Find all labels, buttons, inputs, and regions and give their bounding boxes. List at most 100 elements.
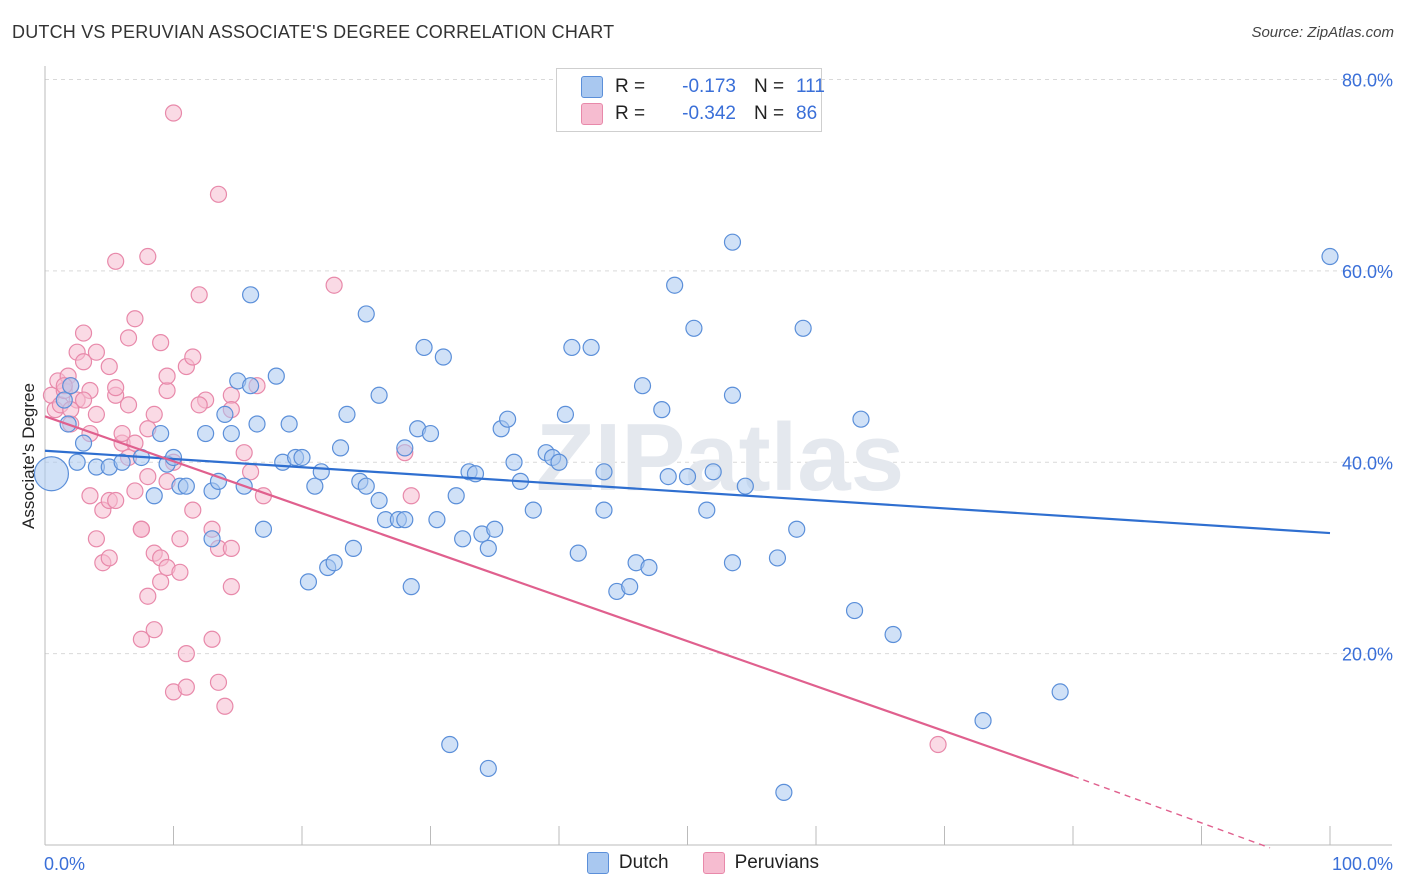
dutch-point-57 bbox=[447, 487, 465, 505]
dutch-point-83 bbox=[640, 558, 658, 577]
dutch-r-label: R = bbox=[615, 76, 646, 97]
peruvians-point-57 bbox=[184, 501, 202, 519]
dutch-point-19 bbox=[203, 530, 221, 548]
peruvians-point-15 bbox=[87, 405, 106, 424]
dutch-point-56 bbox=[441, 735, 459, 754]
peruvians-point-26 bbox=[107, 252, 125, 270]
legend-peruvians-swatch bbox=[702, 852, 725, 874]
peruvians-point-65 bbox=[209, 673, 228, 691]
dutch-point-34 bbox=[306, 477, 324, 495]
peruvians-r-value: -0.342 bbox=[682, 103, 736, 124]
y-tick-label-0: 20.0% bbox=[1342, 645, 1393, 665]
dutch-point-87 bbox=[678, 468, 697, 486]
dutch-point-44 bbox=[370, 491, 388, 510]
dutch-point-16 bbox=[197, 424, 215, 443]
peruvians-point-50 bbox=[164, 104, 183, 122]
peruvians-point-39 bbox=[139, 468, 157, 486]
peruvians-point-81 bbox=[113, 424, 131, 443]
dutch-point-58 bbox=[454, 530, 472, 548]
dutch-point-1 bbox=[55, 391, 73, 409]
dutch-point-88 bbox=[685, 319, 703, 337]
peruvians-point-66 bbox=[216, 697, 234, 715]
dutch-point-50 bbox=[402, 578, 420, 596]
peruvians-point-40 bbox=[145, 405, 163, 424]
dutch-point-78 bbox=[595, 463, 613, 481]
peruvians-trend-extension bbox=[1072, 775, 1271, 849]
dutch-point-24 bbox=[242, 377, 260, 395]
dutch-point-2 bbox=[62, 377, 80, 395]
dutch-point-38 bbox=[331, 439, 350, 457]
peruvians-point-11 bbox=[74, 324, 93, 342]
dutch-trend-line bbox=[44, 449, 1331, 535]
legend-item-dutch[interactable]: Dutch bbox=[586, 852, 669, 874]
peruvians-point-10 bbox=[74, 353, 93, 371]
dutch-point-33 bbox=[299, 573, 318, 591]
dutch-point-32 bbox=[293, 448, 311, 467]
peruvians-point-84 bbox=[190, 396, 208, 414]
dutch-point-10 bbox=[145, 487, 163, 505]
peruvians-point-35 bbox=[132, 630, 150, 648]
dutch-point-100 bbox=[845, 601, 864, 620]
dutch-point-48 bbox=[396, 511, 414, 529]
dutch-point-21 bbox=[222, 424, 240, 443]
peruvians-point-36 bbox=[139, 247, 157, 266]
dutch-point-15 bbox=[177, 477, 195, 495]
dutch-point-39 bbox=[338, 405, 356, 424]
y-axis-label: Associate's Degree bbox=[19, 383, 38, 529]
peruvians-point-63 bbox=[209, 185, 228, 203]
dutch-point-62 bbox=[479, 759, 497, 778]
dutch-point-64 bbox=[486, 520, 504, 538]
grid-lines bbox=[45, 79, 1392, 655]
dutch-point-86 bbox=[666, 276, 684, 294]
dutch-point-11 bbox=[152, 424, 170, 443]
peruvians-point-37 bbox=[139, 587, 157, 605]
dutch-point-5 bbox=[74, 434, 93, 452]
chart-title: DUTCH VS PERUVIAN ASSOCIATE'S DEGREE COR… bbox=[12, 22, 615, 42]
axes bbox=[44, 66, 1392, 846]
peruvians-point-77 bbox=[402, 487, 420, 505]
stats-box: R = -0.173 N = 111 R = -0.342 N = 86 bbox=[556, 68, 825, 132]
tick-labels: 20.0% 40.0% 60.0% 80.0% 0.0% 100.0% bbox=[44, 71, 1393, 875]
dutch-point-43 bbox=[357, 305, 375, 323]
peruvians-point-31 bbox=[126, 310, 144, 328]
legend-item-peruvians[interactable]: Peruvians bbox=[702, 852, 819, 874]
dutch-point-26 bbox=[242, 286, 260, 304]
dutch-point-89 bbox=[698, 501, 716, 519]
dutch-point-63 bbox=[479, 539, 497, 557]
dutch-point-93 bbox=[723, 554, 742, 572]
peruvians-point-29 bbox=[119, 396, 138, 414]
peruvians-point-14 bbox=[87, 343, 106, 361]
dutch-point-30 bbox=[280, 415, 298, 433]
peruvians-point-72 bbox=[242, 463, 260, 481]
dutch-point-75 bbox=[569, 544, 587, 562]
dutch-point-92 bbox=[723, 386, 742, 404]
dutch-point-85 bbox=[659, 468, 677, 486]
dutch-n-label: N = bbox=[754, 76, 785, 97]
dutch-point-74 bbox=[563, 338, 581, 357]
dutch-point-37 bbox=[325, 554, 343, 572]
dutch-point-49 bbox=[396, 439, 414, 457]
dutch-point-90 bbox=[704, 463, 722, 481]
dutch-swatch bbox=[581, 76, 603, 98]
dutch-r-value: -0.173 bbox=[682, 76, 736, 97]
dutch-point-46 bbox=[370, 386, 388, 404]
peruvians-point-44 bbox=[152, 573, 170, 591]
peruvians-point-45 bbox=[158, 381, 176, 400]
y-tick-label-1: 40.0% bbox=[1342, 453, 1393, 473]
peruvians-point-71 bbox=[235, 444, 253, 462]
legend: Dutch Peruvians bbox=[0, 852, 1406, 874]
peruvians-point-68 bbox=[222, 539, 240, 557]
peruvians-point-42 bbox=[152, 334, 170, 352]
dutch-point-52 bbox=[415, 338, 433, 357]
y-tick-label-3: 80.0% bbox=[1342, 71, 1393, 91]
dutch-point-66 bbox=[499, 410, 517, 428]
peruvians-stat-row: R = -0.342 N = 86 bbox=[581, 101, 817, 127]
peruvians-point-70 bbox=[222, 578, 240, 596]
dutch-point-96 bbox=[775, 783, 793, 801]
peruvians-point-53 bbox=[171, 563, 189, 581]
dutch-stat-row: R = -0.173 N = 111 bbox=[581, 74, 825, 100]
source-label: Source: ZipAtlas.com bbox=[1251, 24, 1394, 41]
dutch-point-76 bbox=[582, 338, 600, 357]
peruvians-swatch bbox=[581, 103, 603, 125]
peruvians-point-67 bbox=[222, 386, 240, 404]
